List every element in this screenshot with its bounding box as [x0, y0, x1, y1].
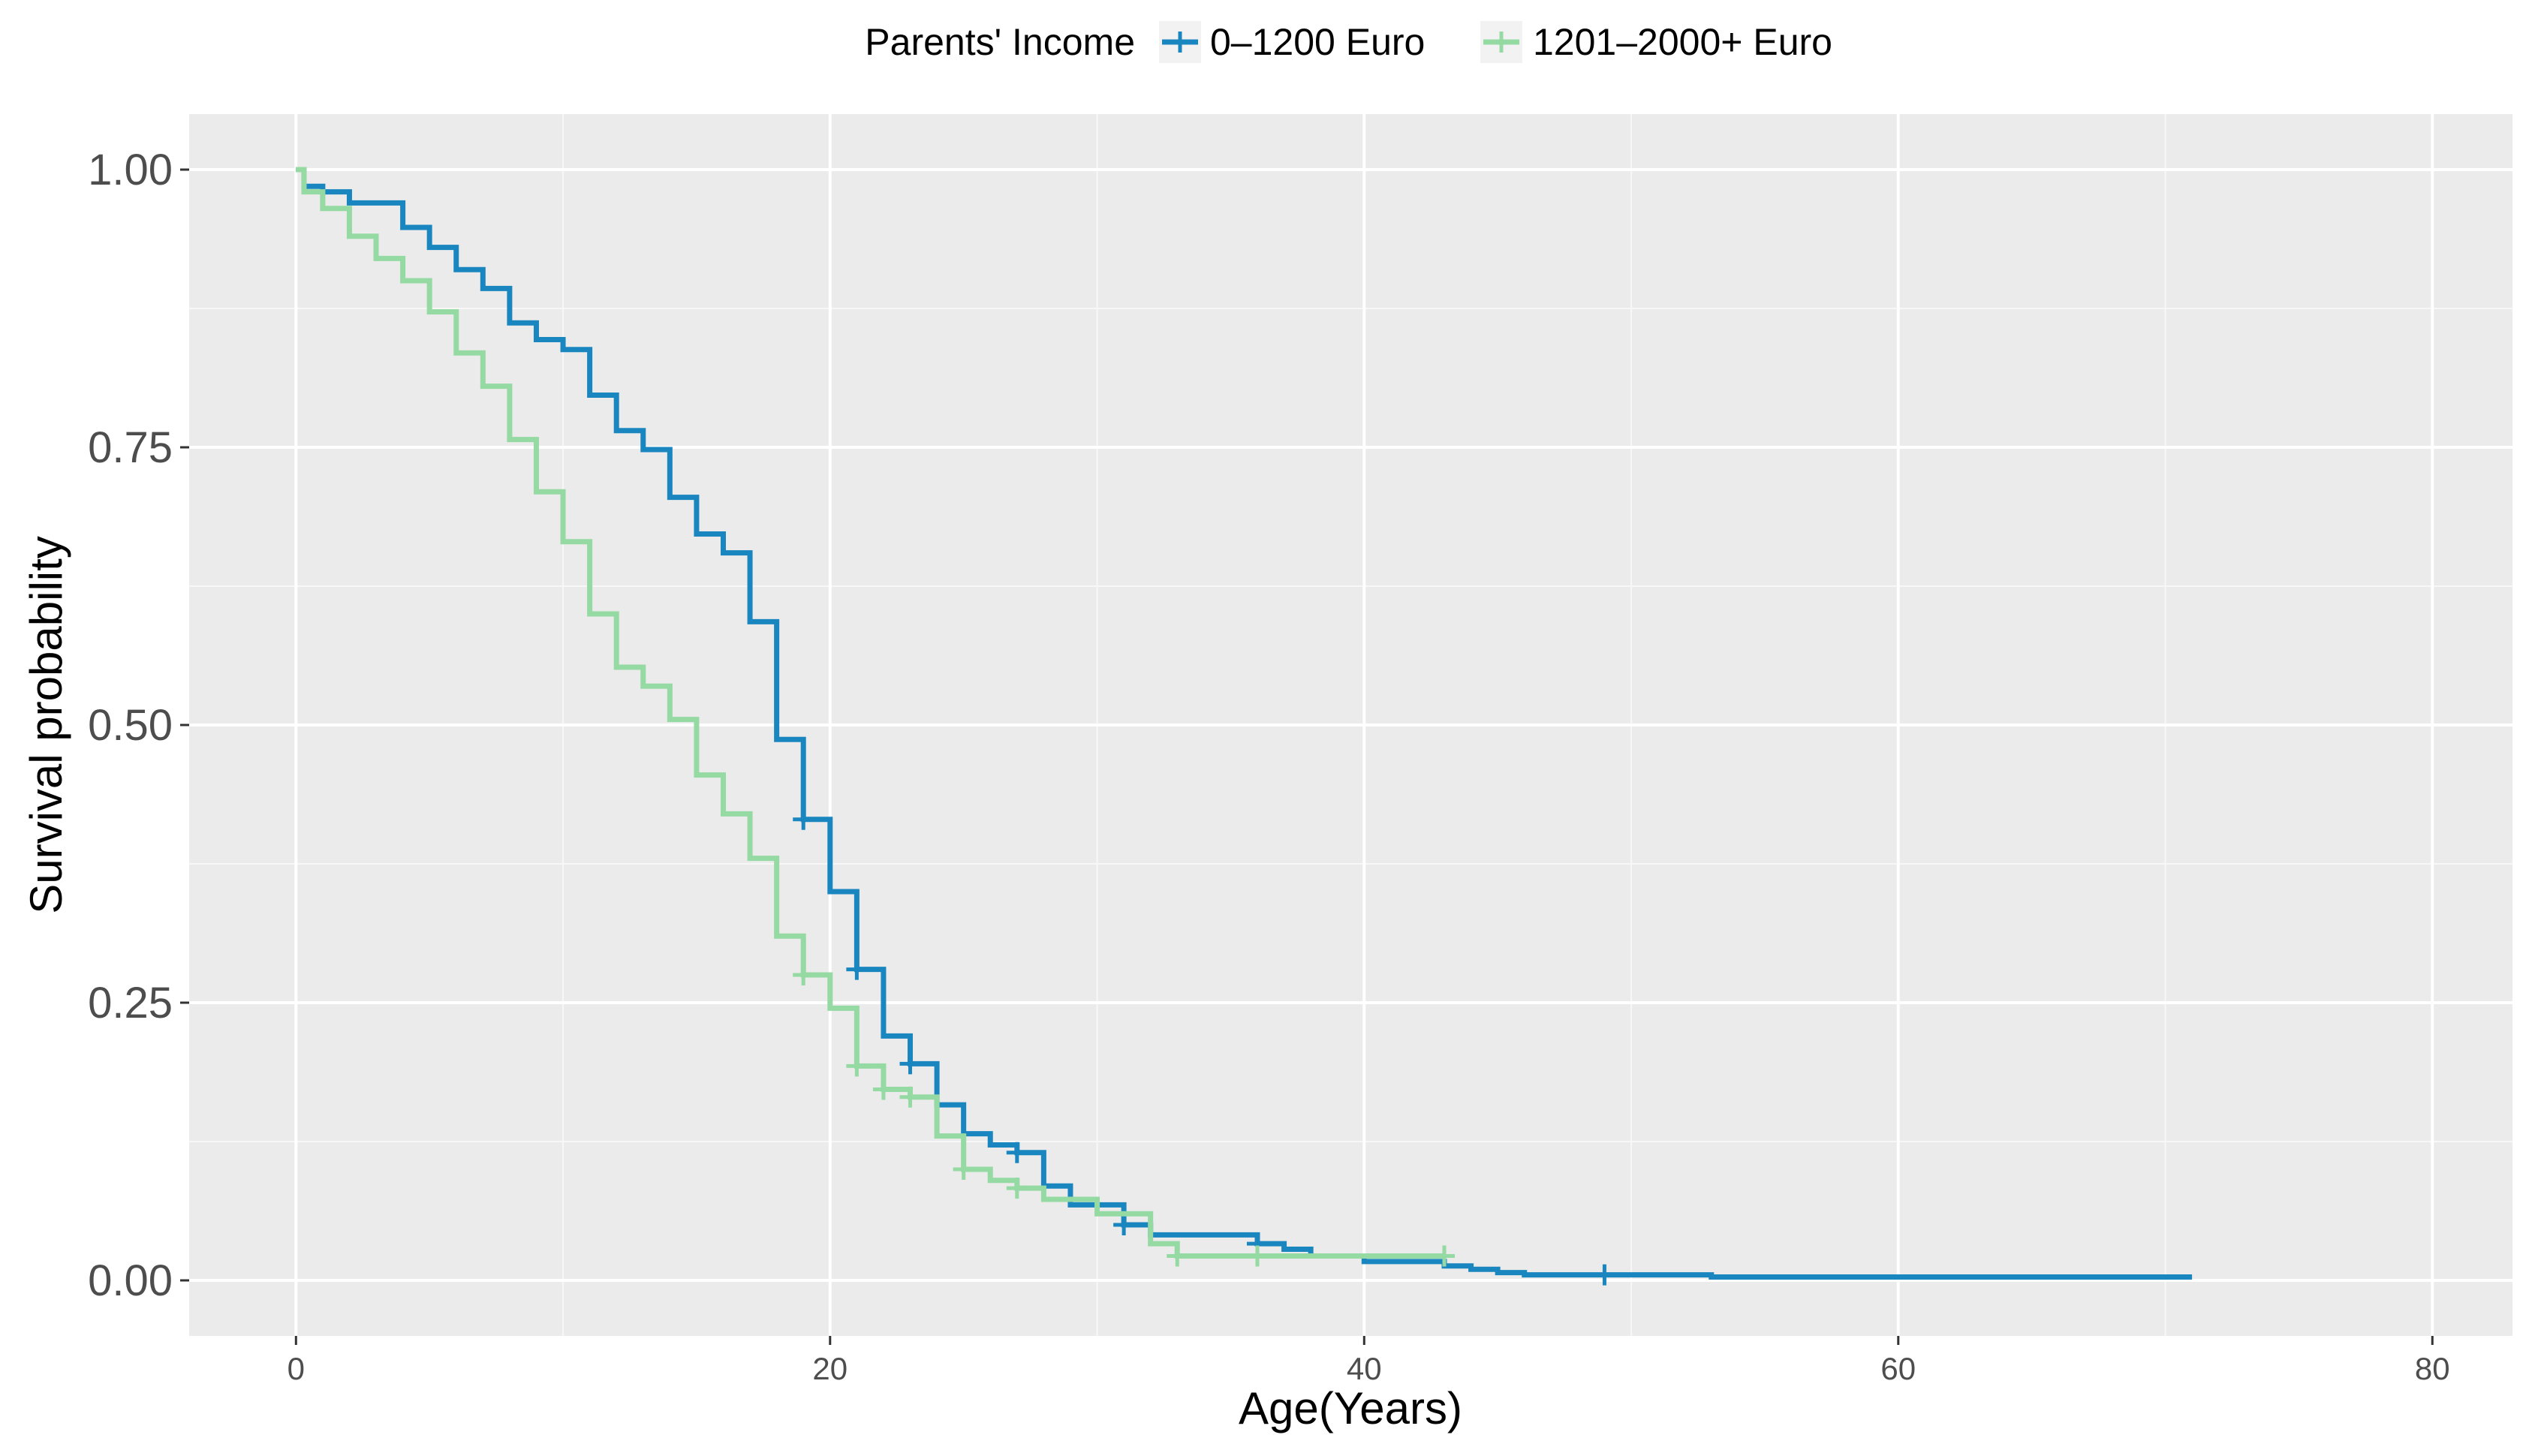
- legend-label-1201-2000-euro: 1201–2000+ Euro: [1533, 21, 1832, 63]
- x-tick-label: 20: [812, 1351, 848, 1386]
- legend-label-0-1200-euro: 0–1200 Euro: [1210, 21, 1425, 63]
- x-tick-labels: 0 20 40 60 80: [288, 1351, 2450, 1386]
- y-tick-label: 0.25: [88, 979, 173, 1027]
- y-tick-labels: 0.00 0.25 0.50 0.75 1.00: [88, 146, 173, 1305]
- x-tick-label: 80: [2415, 1351, 2450, 1386]
- censor-mark-1201-2000-euro: [1006, 1178, 1028, 1199]
- censor-mark-0-1200-euro: [793, 808, 814, 830]
- legend-title: Parents' Income: [865, 21, 1135, 63]
- legend-key-1201-2000-euro: [1480, 21, 1522, 63]
- censor-mark-1201-2000-euro: [953, 1159, 974, 1180]
- censor-mark-1201-2000-euro: [846, 1055, 868, 1077]
- x-tick-label: 40: [1347, 1351, 1382, 1386]
- series-line-0-1200-euro: [296, 167, 2193, 1280]
- series-layer: [296, 167, 2193, 1286]
- x-axis-title: Age(Years): [1239, 1383, 1462, 1433]
- censor-mark-1201-2000-euro: [793, 964, 814, 985]
- x-tick-label: 0: [288, 1351, 305, 1386]
- y-tick-label: 0.50: [88, 701, 173, 750]
- y-tick-label: 0.75: [88, 423, 173, 472]
- censor-mark-1201-2000-euro: [1246, 1245, 1268, 1267]
- legend-key-0-1200-euro: [1159, 21, 1201, 63]
- censor-mark-1201-2000-euro: [899, 1086, 921, 1108]
- axis-ticks: [180, 168, 2434, 1345]
- y-tick-label: 0.00: [88, 1256, 173, 1305]
- grid-major: [189, 114, 2512, 1336]
- series-line-1201-2000-euro: [296, 167, 1445, 1259]
- legend-key-cross: [1170, 32, 1191, 53]
- censor-mark-0-1200-euro: [1006, 1142, 1028, 1163]
- y-tick-label: 1.00: [88, 146, 173, 194]
- censor-mark-1201-2000-euro: [1434, 1245, 1456, 1267]
- censor-mark-0-1200-euro: [1113, 1214, 1135, 1235]
- censor-mark-0-1200-euro: [1594, 1264, 1615, 1286]
- y-axis-title: Survival probability: [21, 536, 71, 914]
- x-tick-label: 60: [1880, 1351, 1916, 1386]
- censor-mark-0-1200-euro: [846, 958, 868, 980]
- censor-mark-1201-2000-euro: [1167, 1245, 1188, 1267]
- censor-mark-0-1200-euro: [899, 1053, 921, 1075]
- censor-mark-1201-2000-euro: [872, 1078, 894, 1100]
- legend-key-cross: [1491, 32, 1512, 53]
- legend: Parents' Income 0–1200 Euro 1201–2000+ E…: [865, 21, 1832, 63]
